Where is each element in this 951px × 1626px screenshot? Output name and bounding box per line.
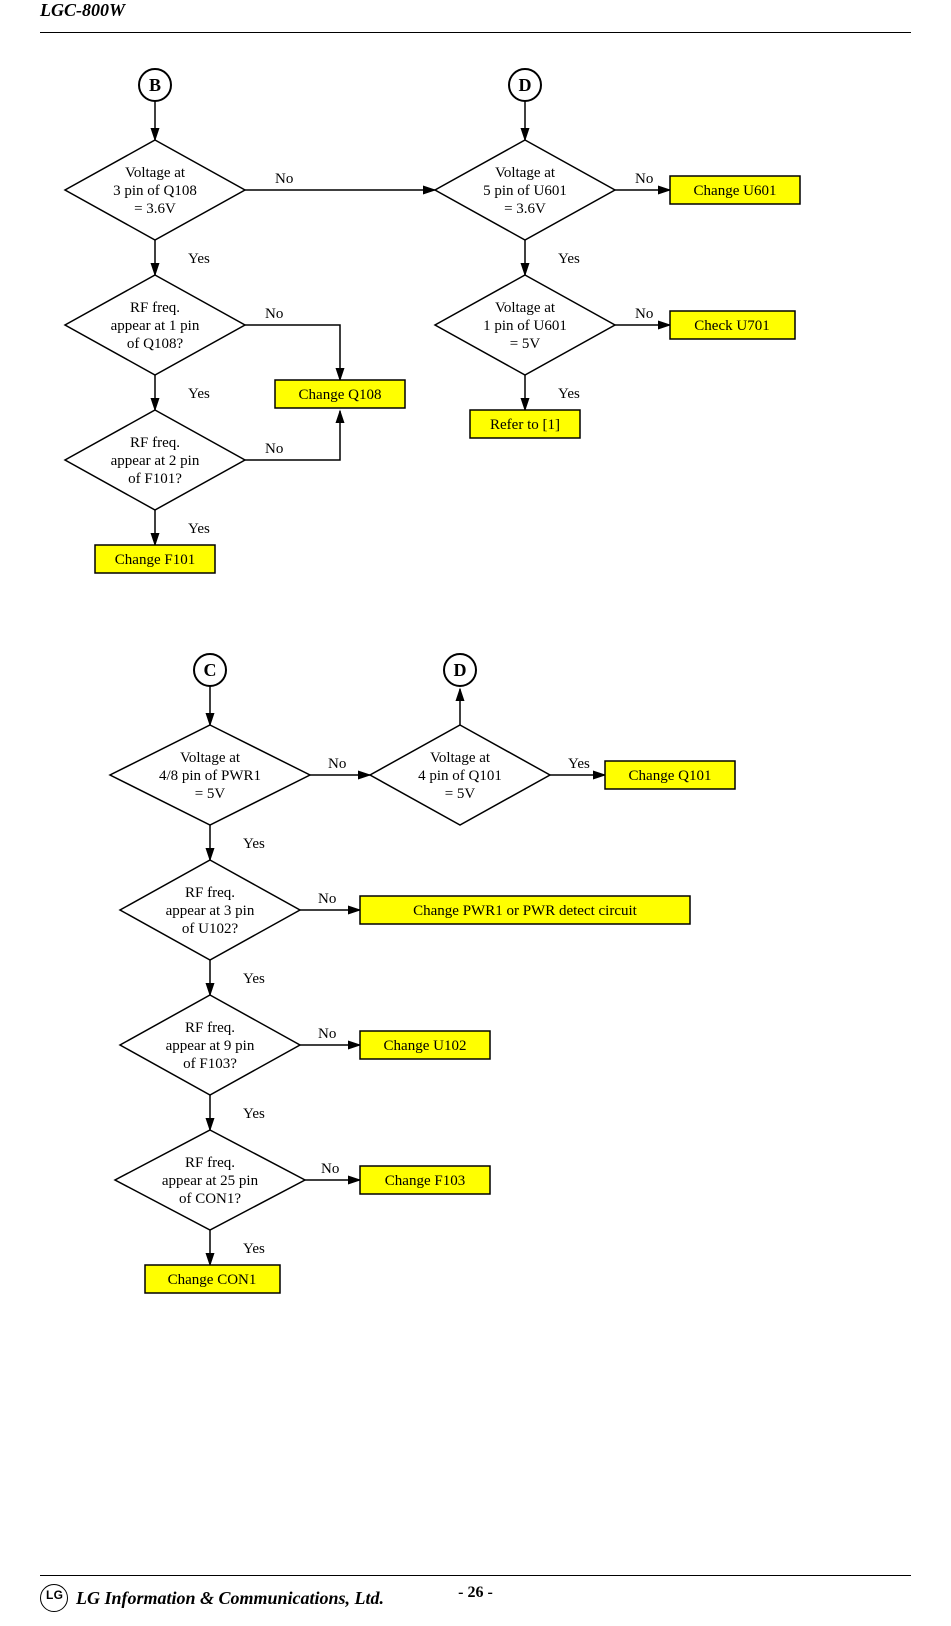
text: appear at 2 pin — [111, 453, 200, 469]
action-change-q108: Change Q108 — [275, 380, 405, 408]
no-label: No — [328, 756, 346, 772]
company-label: LG Information & Communications, Ltd. — [76, 1588, 384, 1609]
text: = 5V — [445, 786, 476, 802]
decision-c4: RF freq. appear at 9 pin of F103? — [120, 995, 300, 1095]
yes-label: Yes — [243, 836, 265, 852]
end-d: D — [444, 654, 476, 686]
text: of CON1? — [179, 1191, 241, 1207]
action-change-q101: Change Q101 — [605, 761, 735, 789]
text: RF freq. — [130, 435, 180, 451]
action-refer-1: Refer to [1] — [470, 410, 580, 438]
decision-b1: Voltage at 3 pin of Q108 = 3.6V — [65, 140, 245, 240]
text: = 3.6V — [504, 201, 546, 217]
text: of Q108? — [127, 336, 184, 352]
decision-c5: RF freq. appear at 25 pin of CON1? — [115, 1130, 305, 1230]
yes-label: Yes — [188, 521, 210, 537]
page: LGC-800W B Voltage at 3 pin of Q108 = 3.… — [0, 0, 951, 1626]
yes-label: Yes — [243, 971, 265, 987]
yes-label: Yes — [243, 1241, 265, 1257]
decision-c1: Voltage at 4/8 pin of PWR1 = 5V — [110, 725, 310, 825]
text: RF freq. — [185, 1020, 235, 1036]
text: appear at 3 pin — [166, 903, 255, 919]
text: Voltage at — [495, 300, 556, 316]
start-c-label: C — [204, 660, 217, 680]
text: = 3.6V — [134, 201, 176, 217]
text: 3 pin of Q108 — [113, 183, 197, 199]
text: RF freq. — [185, 885, 235, 901]
text: RF freq. — [130, 300, 180, 316]
lg-logo-icon — [40, 1584, 68, 1612]
text: Change U102 — [384, 1038, 467, 1054]
start-d: D — [509, 69, 541, 101]
text: 4 pin of Q101 — [418, 768, 502, 784]
text: Check U701 — [694, 318, 769, 334]
no-label: No — [265, 441, 283, 457]
action-change-pwr1: Change PWR1 or PWR detect circuit — [360, 896, 690, 924]
text: Change PWR1 or PWR detect circuit — [413, 903, 638, 919]
no-label: No — [321, 1161, 339, 1177]
text: Voltage at — [180, 750, 241, 766]
action-change-u102: Change U102 — [360, 1031, 490, 1059]
yes-label: Yes — [558, 386, 580, 402]
yes-label: Yes — [558, 251, 580, 267]
start-d-label: D — [519, 75, 532, 95]
text: Voltage at — [430, 750, 491, 766]
action-change-f101: Change F101 — [95, 545, 215, 573]
text: 4/8 pin of PWR1 — [159, 768, 261, 784]
text: Change CON1 — [168, 1272, 257, 1288]
yes-label: Yes — [243, 1106, 265, 1122]
text: RF freq. — [185, 1155, 235, 1171]
no-label: No — [635, 306, 653, 322]
page-number: - 26 - — [458, 1584, 493, 1602]
start-b: B — [139, 69, 171, 101]
start-c: C — [194, 654, 226, 686]
yes-label: Yes — [188, 251, 210, 267]
action-change-f103: Change F103 — [360, 1166, 490, 1194]
model-label: LGC-800W — [40, 0, 125, 20]
yes-label: Yes — [188, 386, 210, 402]
end-d-label: D — [454, 660, 467, 680]
flowchart-top: B Voltage at 3 pin of Q108 = 3.6V Yes No… — [40, 55, 910, 615]
text: of F103? — [183, 1056, 237, 1072]
decision-c3: RF freq. appear at 3 pin of U102? — [120, 860, 300, 960]
decision-q101: Voltage at 4 pin of Q101 = 5V — [370, 725, 550, 825]
text: Change Q101 — [629, 768, 712, 784]
no-label: No — [635, 171, 653, 187]
page-header: LGC-800W — [40, 0, 911, 33]
no-label: No — [275, 171, 293, 187]
text: appear at 1 pin — [111, 318, 200, 334]
text: appear at 25 pin — [162, 1173, 259, 1189]
text: Change F101 — [115, 552, 195, 568]
decision-d1: Voltage at 5 pin of U601 = 3.6V — [435, 140, 615, 240]
start-b-label: B — [149, 75, 161, 95]
yes-label: Yes — [568, 756, 590, 772]
action-change-u601: Change U601 — [670, 176, 800, 204]
action-check-u701: Check U701 — [670, 311, 795, 339]
no-label: No — [318, 1026, 336, 1042]
decision-b3: RF freq. appear at 2 pin of F101? — [65, 410, 245, 510]
text: appear at 9 pin — [166, 1038, 255, 1054]
decision-b2: RF freq. appear at 1 pin of Q108? — [65, 275, 245, 375]
edge — [245, 411, 340, 460]
text: = 5V — [510, 336, 541, 352]
action-change-con1: Change CON1 — [145, 1265, 280, 1293]
text: = 5V — [195, 786, 226, 802]
text: of F101? — [128, 471, 182, 487]
no-label: No — [318, 891, 336, 907]
text: Change Q108 — [299, 387, 382, 403]
text: Voltage at — [495, 165, 556, 181]
text: Change F103 — [385, 1173, 465, 1189]
text: 1 pin of U601 — [483, 318, 567, 334]
page-footer: LG Information & Communications, Ltd. - … — [40, 1575, 911, 1616]
text: of U102? — [182, 921, 239, 937]
decision-d2: Voltage at 1 pin of U601 = 5V — [435, 275, 615, 375]
text: Voltage at — [125, 165, 186, 181]
text: Refer to [1] — [490, 417, 560, 433]
no-label: No — [265, 306, 283, 322]
edge — [245, 325, 340, 380]
footer-company: LG Information & Communications, Ltd. — [40, 1584, 384, 1612]
text: Change U601 — [694, 183, 777, 199]
text: 5 pin of U601 — [483, 183, 567, 199]
flowchart-bottom: C Voltage at 4/8 pin of PWR1 = 5V Yes No… — [40, 640, 910, 1440]
